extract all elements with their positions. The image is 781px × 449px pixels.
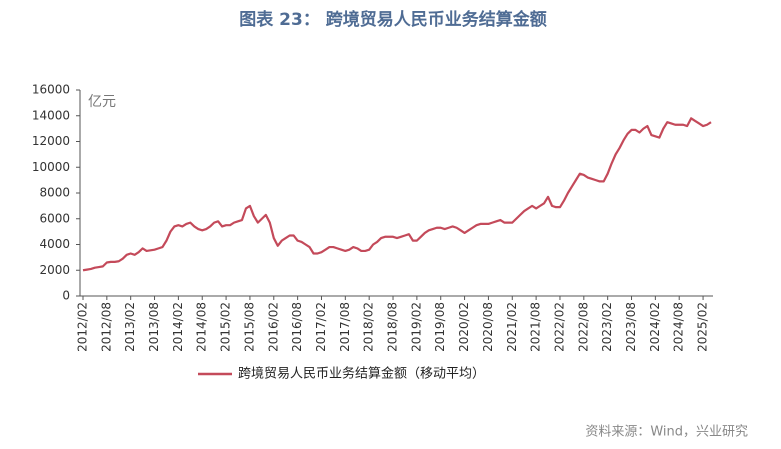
x-tick-label: 2023/08 bbox=[624, 302, 638, 352]
x-tick-label: 2022/08 bbox=[576, 302, 590, 352]
x-tick-label: 2016/02 bbox=[266, 302, 280, 352]
x-tick-label: 2013/02 bbox=[123, 302, 137, 352]
y-tick-label: 16000 bbox=[32, 83, 70, 97]
x-tick-label: 2015/02 bbox=[219, 302, 233, 352]
y-tick-label: 12000 bbox=[32, 134, 70, 148]
x-tick-label: 2013/08 bbox=[147, 302, 161, 352]
legend-label: 跨境贸易人民币业务结算金额（移动平均） bbox=[238, 366, 485, 382]
y-tick-label: 2000 bbox=[39, 263, 70, 277]
y-tick-label: 8000 bbox=[39, 186, 70, 200]
x-tick-label: 2014/02 bbox=[171, 302, 185, 352]
x-tick-label: 2012/02 bbox=[75, 302, 89, 352]
x-tick-label: 2017/08 bbox=[338, 302, 352, 352]
x-tick-label: 2018/02 bbox=[362, 302, 376, 352]
x-tick-label: 2021/02 bbox=[505, 302, 519, 352]
y-tick-label: 4000 bbox=[39, 237, 70, 251]
y-tick-label: 14000 bbox=[32, 108, 70, 122]
x-tick-label: 2020/02 bbox=[457, 302, 471, 352]
x-tick-label: 2014/08 bbox=[195, 302, 209, 352]
x-tick-label: 2015/08 bbox=[242, 302, 256, 352]
x-tick-label: 2021/08 bbox=[529, 302, 543, 352]
x-tick-label: 2020/08 bbox=[481, 302, 495, 352]
x-tick-label: 2019/08 bbox=[433, 302, 447, 352]
y-unit-label: 亿元 bbox=[88, 94, 116, 110]
x-tick-label: 2019/02 bbox=[409, 302, 423, 352]
x-tick-label: 2025/02 bbox=[696, 302, 710, 352]
chart-title: 图表 23： 跨境贸易人民币业务结算金额 bbox=[239, 9, 547, 30]
x-tick-label: 2024/02 bbox=[648, 302, 662, 352]
x-tick-label: 2024/08 bbox=[672, 302, 686, 352]
y-tick-label: 6000 bbox=[39, 211, 70, 225]
x-tick-label: 2018/08 bbox=[386, 302, 400, 352]
data-line bbox=[82, 117, 712, 272]
source-note: 资料来源：Wind，兴业研究 bbox=[585, 425, 748, 440]
y-tick-label: 0 bbox=[62, 289, 70, 303]
x-tick-label: 2022/02 bbox=[552, 302, 566, 352]
x-tick-label: 2016/08 bbox=[290, 302, 304, 352]
x-tick-label: 2012/08 bbox=[99, 302, 113, 352]
x-tick-label: 2023/02 bbox=[600, 302, 614, 352]
x-tick-label: 2017/02 bbox=[314, 302, 328, 352]
y-tick-label: 10000 bbox=[32, 160, 70, 174]
